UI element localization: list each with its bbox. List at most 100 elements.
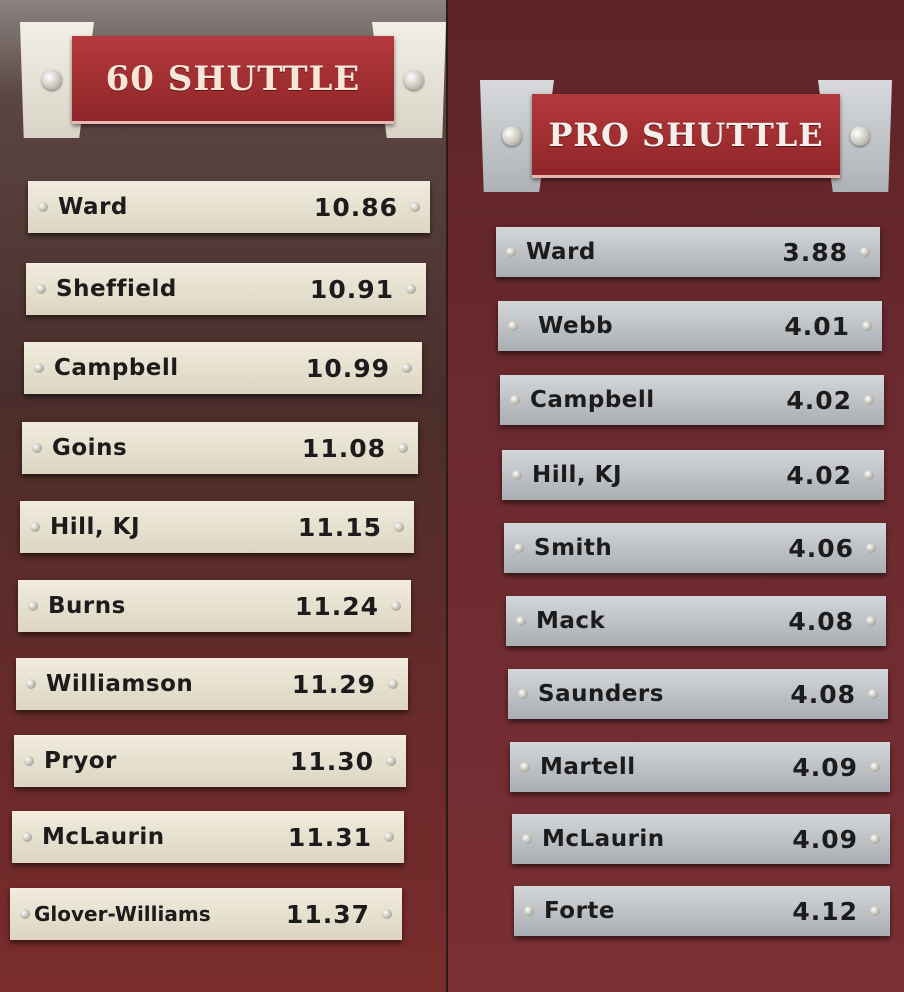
screw-icon: [510, 395, 520, 405]
name-plate: Saunders 4.08: [508, 669, 888, 719]
screw-icon: [32, 443, 42, 453]
athlete-time: 4.09: [792, 752, 858, 782]
athlete-name: Goins: [52, 435, 128, 461]
screw-icon: [394, 522, 404, 532]
board-title: 60 SHUTTLE: [105, 58, 361, 99]
athlete-name: Sheffield: [56, 276, 177, 302]
athlete-time: 11.08: [301, 433, 386, 463]
screw-icon: [20, 909, 30, 919]
screw-icon: [862, 321, 872, 331]
screw-icon: [410, 202, 420, 212]
screw-icon: [28, 601, 38, 611]
name-plate: Sheffield 10.91: [26, 263, 426, 315]
screw-icon: [514, 543, 524, 553]
athlete-time: 11.29: [291, 669, 376, 699]
athlete-name: Pryor: [44, 748, 117, 774]
screw-icon: [22, 832, 32, 842]
name-plate: McLaurin 11.31: [12, 811, 404, 863]
board-title: PRO SHUTTLE: [548, 115, 824, 154]
screw-icon: [24, 756, 34, 766]
name-plate: Smith 4.06: [504, 523, 886, 573]
screw-icon: [866, 543, 876, 553]
title-banner: 60 SHUTTLE: [72, 36, 394, 124]
athlete-time: 10.86: [313, 192, 398, 222]
name-plate: Campbell 4.02: [500, 375, 884, 425]
name-plate: Glover-Williams 11.37: [10, 888, 402, 940]
athlete-name: Hill, KJ: [532, 462, 623, 488]
athlete-time: 4.12: [792, 896, 858, 926]
athlete-time: 11.24: [294, 591, 379, 621]
screw-icon: [870, 834, 880, 844]
name-plate: Burns 11.24: [18, 580, 411, 632]
pro-shuttle-board: PRO SHUTTLE Ward 3.88 Webb 4.01 Campbell 4.…: [446, 0, 904, 992]
athlete-name: Mack: [536, 608, 606, 634]
screw-icon: [512, 470, 522, 480]
screw-icon: [870, 906, 880, 916]
name-plate: Mack 4.08: [506, 596, 886, 646]
athlete-time: 11.15: [297, 512, 382, 542]
pro-shuttle-header: PRO SHUTTLE: [480, 80, 892, 192]
athlete-time: 11.30: [289, 746, 374, 776]
athlete-name: McLaurin: [542, 826, 665, 852]
athlete-name: Forte: [544, 898, 616, 924]
athlete-time: 4.02: [786, 385, 852, 415]
screw-icon: [866, 616, 876, 626]
screw-icon: [386, 756, 396, 766]
screw-icon: [30, 522, 40, 532]
screw-icon: [868, 689, 878, 699]
athlete-time: 11.31: [287, 822, 372, 852]
name-plate: Ward 3.88: [496, 227, 880, 277]
screw-icon: [34, 363, 44, 373]
bolt-icon: [404, 70, 424, 90]
title-banner: PRO SHUTTLE: [532, 94, 840, 178]
screw-icon: [870, 762, 880, 772]
screw-icon: [518, 689, 528, 699]
name-plate: Goins 11.08: [22, 422, 418, 474]
athlete-time: 4.01: [784, 311, 850, 341]
name-plate: Forte 4.12: [514, 886, 890, 936]
name-plate: Campbell 10.99: [24, 342, 422, 394]
athlete-time: 4.06: [788, 533, 854, 563]
screw-icon: [38, 202, 48, 212]
screw-icon: [524, 906, 534, 916]
athlete-name: Ward: [526, 239, 596, 265]
screw-icon: [388, 679, 398, 689]
screw-icon: [508, 321, 518, 331]
athlete-name: Webb: [538, 313, 614, 339]
athlete-time: 4.09: [792, 824, 858, 854]
name-plate: Webb 4.01: [498, 301, 882, 351]
sixty-shuttle-header: 60 SHUTTLE: [20, 22, 446, 138]
athlete-name: Campbell: [54, 355, 179, 381]
screw-icon: [520, 762, 530, 772]
screw-icon: [402, 363, 412, 373]
athlete-name: Hill, KJ: [50, 514, 141, 540]
athlete-time: 3.88: [782, 237, 848, 267]
sixty-shuttle-board: 60 SHUTTLE Ward 10.86 Sheffield 10.91 Camp…: [0, 0, 446, 992]
screw-icon: [860, 247, 870, 257]
screw-icon: [26, 679, 36, 689]
athlete-name: Campbell: [530, 387, 655, 413]
screw-icon: [406, 284, 416, 294]
name-plate: Williamson 11.29: [16, 658, 408, 710]
name-plate: Pryor 11.30: [14, 735, 406, 787]
screw-icon: [522, 834, 532, 844]
screw-icon: [391, 601, 401, 611]
screw-icon: [36, 284, 46, 294]
name-plate: McLaurin 4.09: [512, 814, 890, 864]
athlete-name: Smith: [534, 535, 613, 561]
athlete-time: 10.91: [309, 274, 394, 304]
athlete-time: 11.37: [285, 899, 370, 929]
bolt-icon: [502, 126, 522, 146]
name-plate: Hill, KJ 4.02: [502, 450, 884, 500]
athlete-time: 4.08: [788, 606, 854, 636]
bolt-icon: [850, 126, 870, 146]
screw-icon: [398, 443, 408, 453]
athlete-name: Saunders: [538, 681, 664, 707]
athlete-time: 10.99: [305, 353, 390, 383]
screw-icon: [384, 832, 394, 842]
athlete-name: Burns: [48, 593, 126, 619]
screw-icon: [864, 395, 874, 405]
bolt-icon: [42, 70, 62, 90]
athlete-time: 4.08: [790, 679, 856, 709]
screw-icon: [382, 909, 392, 919]
